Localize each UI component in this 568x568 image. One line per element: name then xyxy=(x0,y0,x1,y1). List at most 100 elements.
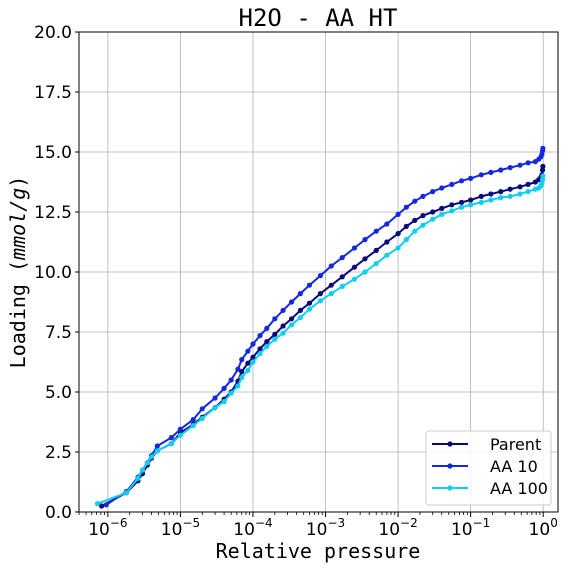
data-point xyxy=(144,460,150,466)
data-point xyxy=(420,193,426,199)
data-point xyxy=(351,264,357,270)
data-point xyxy=(306,306,313,312)
data-point xyxy=(339,283,345,289)
data-point xyxy=(395,231,401,237)
series-aa-100 xyxy=(94,173,546,507)
x-tick-exponent: 0 xyxy=(550,516,558,530)
data-point xyxy=(362,256,368,262)
data-point xyxy=(328,282,334,288)
data-point xyxy=(525,160,531,166)
data-point xyxy=(395,211,401,217)
x-tick-label: 10−3 xyxy=(306,516,345,540)
data-point xyxy=(403,204,409,210)
x-tick-base: 10 xyxy=(529,520,551,540)
data-point xyxy=(94,501,101,507)
data-point xyxy=(488,191,494,197)
chart-title: H2O - AA HT xyxy=(239,4,398,32)
data-point xyxy=(177,432,184,438)
x-tick-exponent: −4 xyxy=(255,516,273,530)
data-point xyxy=(154,448,160,454)
data-point xyxy=(498,189,504,195)
data-point xyxy=(264,325,270,331)
data-point xyxy=(221,399,227,405)
x-tick-label: 10−4 xyxy=(233,516,272,540)
y-tick-label: 20.0 xyxy=(34,23,72,43)
data-point xyxy=(280,330,286,336)
data-point xyxy=(439,185,445,191)
data-point xyxy=(439,211,445,217)
y-tick-label: 10.0 xyxy=(34,263,72,283)
data-point xyxy=(264,339,270,345)
x-tick-base: 10 xyxy=(233,520,255,540)
data-point xyxy=(403,237,409,243)
data-point xyxy=(468,202,474,208)
data-point xyxy=(235,383,241,389)
data-point xyxy=(257,333,263,339)
legend-label: AA 10 xyxy=(490,457,538,476)
data-point xyxy=(458,204,465,210)
data-point xyxy=(272,331,278,337)
data-point xyxy=(288,316,295,322)
data-point xyxy=(280,323,286,329)
data-point xyxy=(517,162,523,168)
y-tick-label: 5.0 xyxy=(45,383,72,403)
legend-marker xyxy=(447,463,453,469)
data-point xyxy=(478,193,484,199)
x-tick-base: 10 xyxy=(306,520,328,540)
x-tick-exponent: −2 xyxy=(400,516,418,530)
data-point xyxy=(328,263,334,269)
data-point xyxy=(540,163,546,169)
x-tick-label: 10−2 xyxy=(378,516,417,540)
data-point xyxy=(317,291,324,297)
data-point xyxy=(420,222,426,228)
data-point xyxy=(328,291,334,297)
data-point xyxy=(507,186,513,192)
data-point xyxy=(468,197,474,203)
data-point xyxy=(297,291,303,297)
data-point xyxy=(339,274,345,280)
legend-box xyxy=(425,430,552,506)
data-point xyxy=(412,228,418,234)
data-point xyxy=(306,282,313,288)
data-point xyxy=(264,343,270,349)
data-point xyxy=(540,145,546,151)
data-point xyxy=(488,169,494,175)
data-point xyxy=(280,307,286,313)
data-point xyxy=(468,175,474,181)
data-point xyxy=(373,261,379,267)
data-point xyxy=(288,299,295,305)
data-point xyxy=(239,357,245,363)
data-point xyxy=(199,406,205,412)
data-point xyxy=(478,172,484,178)
y-axis-label-close: ) xyxy=(6,176,30,188)
data-point xyxy=(199,415,205,421)
data-point xyxy=(257,351,263,357)
data-point xyxy=(351,276,357,282)
data-point xyxy=(395,245,401,251)
data-point xyxy=(250,354,256,360)
data-point xyxy=(449,181,455,187)
data-point xyxy=(351,245,357,251)
data-point xyxy=(154,443,160,449)
data-point xyxy=(498,195,504,201)
data-point xyxy=(403,223,409,229)
y-tick-label: 7.5 xyxy=(45,323,72,343)
data-point xyxy=(507,165,513,171)
data-point xyxy=(373,247,379,253)
legend-item: Parent xyxy=(432,435,541,454)
data-point xyxy=(245,367,251,373)
x-tick-base: 10 xyxy=(378,520,400,540)
data-point xyxy=(212,405,218,411)
data-point xyxy=(540,173,546,179)
x-tick-base: 10 xyxy=(451,520,473,540)
data-point xyxy=(228,390,234,396)
data-point xyxy=(362,237,368,243)
data-point xyxy=(139,467,146,473)
data-point xyxy=(517,184,523,190)
data-point xyxy=(177,426,184,432)
data-point xyxy=(190,417,196,423)
data-point xyxy=(288,322,295,328)
data-point xyxy=(488,197,494,203)
data-point xyxy=(250,359,256,365)
